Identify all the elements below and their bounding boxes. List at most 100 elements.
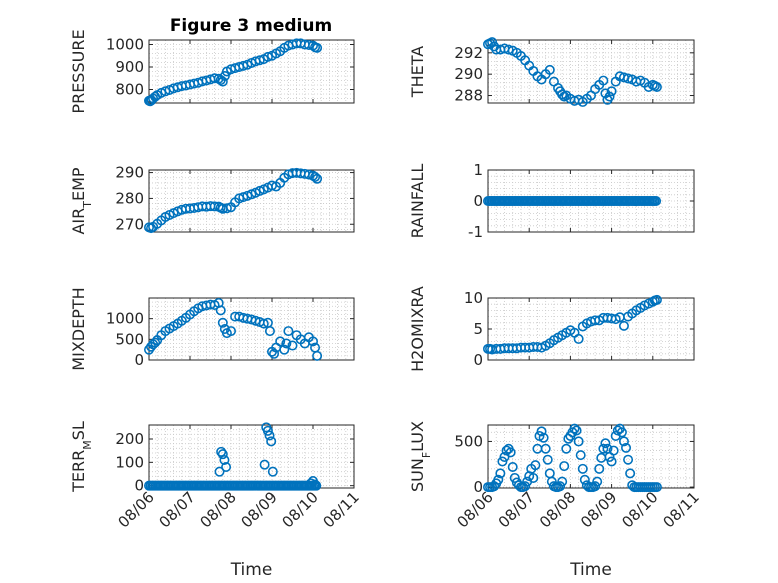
series-terr_msl	[144, 422, 322, 491]
data-point	[536, 426, 547, 437]
data-point	[312, 350, 323, 361]
data-point	[571, 425, 582, 436]
axes-h2omixra: 0 5 10 H2OMIXRA	[408, 286, 695, 372]
data-point	[544, 64, 555, 75]
data-point	[214, 466, 225, 477]
data-point	[226, 326, 237, 337]
data-point	[505, 447, 516, 458]
data-point	[618, 436, 629, 447]
ytick-label: 290	[115, 164, 144, 182]
data-point	[312, 173, 323, 184]
data-point	[555, 481, 566, 492]
data-point	[618, 320, 629, 331]
axes-rainfall: -1 0 1 RAINFALL	[408, 161, 695, 241]
series-sun_flux	[482, 423, 662, 493]
data-point	[262, 51, 273, 62]
data-point	[266, 436, 277, 447]
ytick-label: 100	[115, 453, 144, 471]
ytick-label: 1000	[106, 36, 144, 54]
ytick-label: 200	[115, 430, 144, 448]
data-point	[557, 89, 568, 100]
plot-area	[487, 424, 695, 489]
data-point	[215, 305, 226, 316]
data-point	[606, 456, 617, 467]
data-point	[307, 336, 318, 347]
series-h2omixra	[482, 294, 662, 355]
data-point	[623, 454, 634, 465]
data-point	[150, 337, 161, 348]
axes-mixdepth: 0 500 1000 MIXDEPTH	[69, 287, 355, 371]
data-point	[509, 472, 520, 483]
data-point	[606, 86, 617, 97]
data-point	[493, 474, 504, 485]
data-point	[216, 446, 227, 457]
ytick-label: 10	[464, 289, 483, 307]
data-point	[569, 423, 580, 434]
data-point	[625, 468, 636, 479]
data-point	[275, 336, 286, 347]
data-point	[592, 476, 603, 487]
plot-area	[148, 169, 355, 233]
series-pressure	[144, 38, 323, 107]
data-point	[651, 482, 662, 493]
data-point	[221, 461, 232, 472]
ytick-label: 800	[115, 81, 144, 99]
data-point	[557, 476, 568, 487]
data-point	[221, 203, 232, 214]
ytick-label: 1	[473, 161, 483, 179]
xlabel: Time	[230, 560, 273, 580]
data-point	[651, 196, 662, 207]
ytick-label: 0	[134, 477, 144, 495]
plot-area	[148, 297, 355, 361]
ytick-label: 1000	[106, 310, 144, 328]
data-point	[651, 294, 662, 305]
data-point	[264, 326, 275, 337]
data-point	[594, 463, 605, 474]
data-point	[217, 317, 228, 328]
data-point	[258, 318, 269, 329]
data-point	[616, 427, 627, 438]
ylabel: TERRMSL	[69, 421, 94, 493]
data-point	[575, 450, 586, 461]
data-point	[269, 348, 280, 359]
data-point	[287, 340, 298, 351]
data-point	[573, 333, 584, 344]
data-point	[267, 466, 278, 477]
axes-frame	[148, 297, 355, 361]
data-point	[621, 442, 632, 453]
ytick-label: -1	[468, 223, 483, 241]
data-point	[604, 91, 615, 102]
data-point	[503, 44, 514, 55]
data-point	[254, 55, 265, 66]
figure-title: Figure 3 medium	[170, 16, 332, 36]
series-mixdepth	[144, 297, 323, 361]
ytick-label: 0	[473, 478, 483, 496]
ytick-label: 0	[473, 351, 483, 369]
data-point	[283, 326, 294, 337]
data-point	[217, 449, 228, 460]
ylabel: AIRTEMP	[69, 167, 94, 234]
data-point	[573, 436, 584, 447]
data-point	[264, 430, 275, 441]
data-point	[507, 461, 518, 472]
data-point	[530, 460, 541, 471]
ytick-label: 288	[454, 87, 483, 105]
ytick-label: 500	[454, 432, 483, 450]
data-point	[559, 461, 570, 472]
data-point	[538, 432, 549, 443]
data-point	[579, 474, 590, 485]
data-point	[561, 443, 572, 454]
ylabel: H2OMIXRA	[408, 286, 427, 372]
data-point	[577, 463, 588, 474]
data-point	[497, 456, 508, 467]
axes-frame	[148, 39, 355, 104]
data-point	[540, 443, 551, 454]
ytick-label: 292	[454, 44, 483, 62]
axes-pressure: 800 900 1000 PRESSURE	[69, 29, 355, 114]
axes-frame	[487, 39, 695, 104]
data-point	[598, 75, 609, 86]
ylabel: SUNFLUX	[408, 421, 433, 492]
data-point	[520, 481, 531, 492]
ytick-label: 270	[115, 215, 144, 233]
